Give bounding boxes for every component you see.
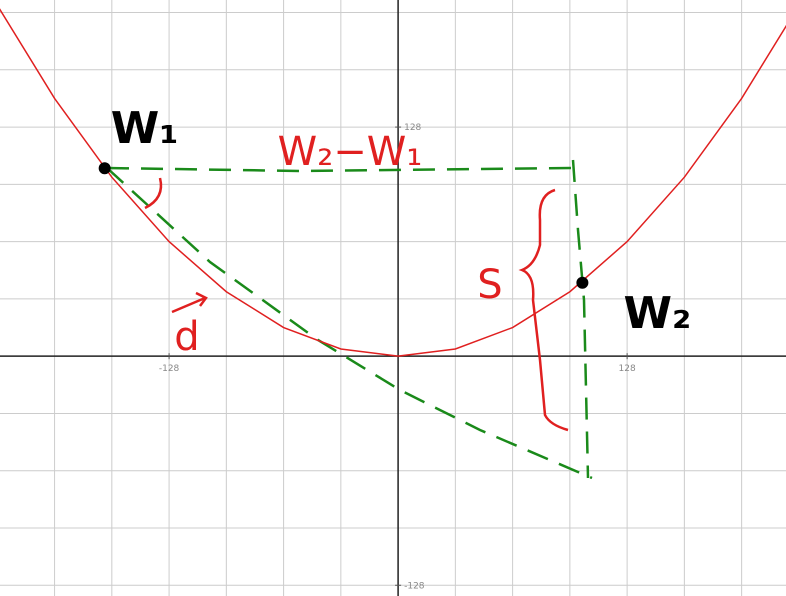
brace (518, 188, 569, 432)
side-label: S (477, 262, 502, 308)
x-tick-label: -128 (159, 364, 180, 374)
red-marks (144, 177, 569, 432)
vector-label: d (174, 314, 199, 360)
points: W₁ W₂ (98, 103, 691, 339)
y-tick-label: 128 (404, 123, 421, 133)
parabola (0, 8, 786, 357)
point (98, 162, 111, 175)
dashed-right (571, 159, 590, 479)
angle-arc (144, 177, 163, 210)
point-label: W₂ (623, 288, 691, 339)
dashed-diagonal (106, 167, 593, 480)
dashed-triangle (106, 159, 593, 480)
point (576, 276, 589, 289)
dashed-top (106, 166, 573, 173)
point-label: W₁ (111, 103, 179, 154)
y-tick-label: -128 (404, 581, 425, 591)
difference-label: W₂−W₁ (278, 129, 423, 175)
vector-arrow (171, 291, 208, 314)
x-tick-label: 128 (619, 364, 636, 374)
